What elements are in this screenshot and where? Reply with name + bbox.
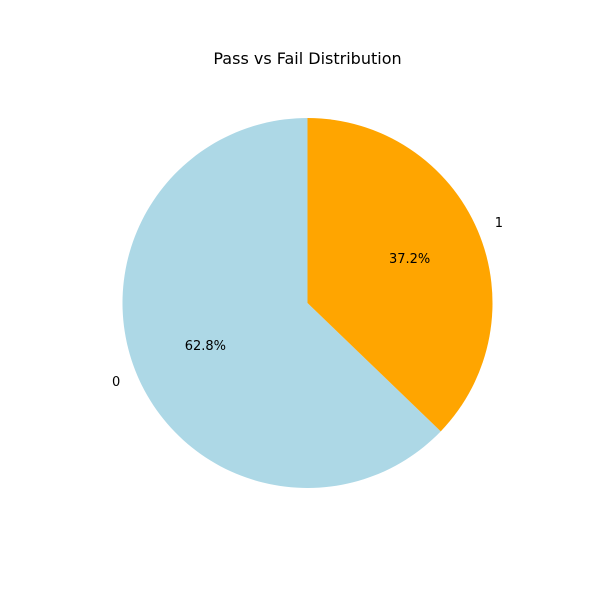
pie-labels: 0 62.8% 1 37.2% <box>112 216 503 390</box>
pie-slice-1 <box>307 118 493 432</box>
chart-title: Pass vs Fail Distribution <box>213 49 401 68</box>
pie-slice-0 <box>122 118 441 489</box>
slice-percent-label-0: 62.8% <box>185 339 226 354</box>
slice-label-1: 1 <box>495 216 503 231</box>
slice-label-0: 0 <box>112 375 120 390</box>
pie-slices <box>122 118 493 489</box>
slice-percent-label-1: 37.2% <box>389 252 430 267</box>
